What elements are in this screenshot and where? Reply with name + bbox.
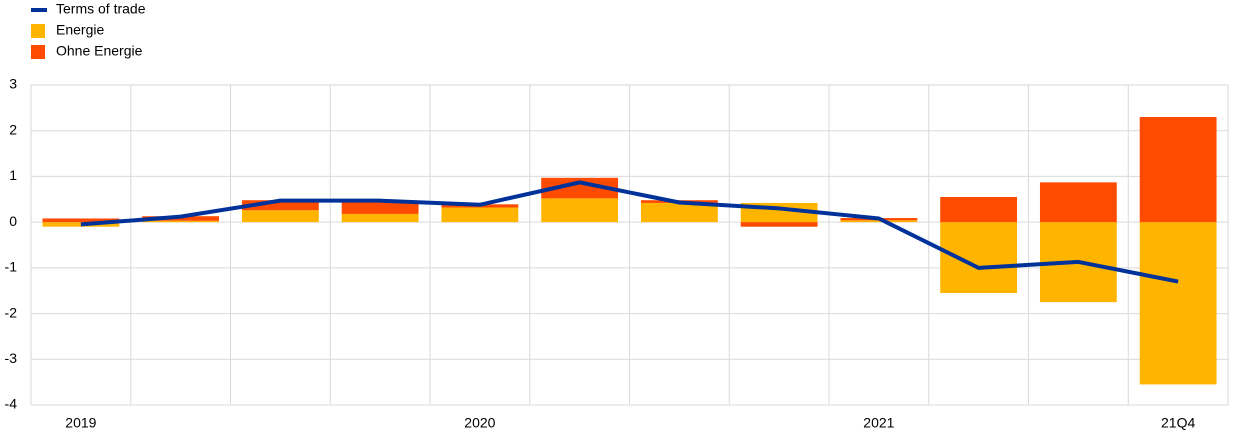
y-tick-label: -4 bbox=[5, 396, 18, 412]
y-tick-label: 2 bbox=[9, 121, 17, 137]
bar bbox=[1139, 222, 1217, 385]
bar bbox=[241, 200, 319, 211]
y-tick-label: -3 bbox=[5, 350, 18, 366]
y-tick-label: -1 bbox=[5, 259, 18, 275]
y-tick-label: 1 bbox=[9, 167, 17, 183]
line bbox=[80, 180, 1179, 284]
bar bbox=[1039, 182, 1117, 223]
x-tick-label: 2020 bbox=[464, 415, 495, 431]
legend-label: Ohne Energie bbox=[56, 43, 143, 59]
y-tick-label: -2 bbox=[5, 304, 18, 320]
bar bbox=[541, 198, 619, 223]
y-tick-label: 0 bbox=[9, 213, 17, 229]
bar bbox=[341, 201, 419, 214]
legend-swatch bbox=[31, 45, 45, 59]
x-tick-label: 2019 bbox=[65, 415, 96, 431]
bar bbox=[740, 222, 818, 227]
x-tick-label: 21Q4 bbox=[1161, 415, 1195, 431]
x-tick-label: 2021 bbox=[863, 415, 894, 431]
bar bbox=[42, 218, 120, 223]
bar bbox=[541, 177, 619, 199]
bar bbox=[940, 222, 1018, 293]
bar bbox=[441, 207, 519, 223]
bar bbox=[940, 197, 1018, 223]
legend-label: Terms of trade bbox=[56, 1, 146, 17]
legend-label: Energie bbox=[56, 22, 104, 38]
bar bbox=[640, 202, 718, 223]
y-tick-label: 3 bbox=[9, 76, 17, 92]
bar bbox=[1139, 117, 1217, 223]
bar bbox=[341, 213, 419, 223]
bar bbox=[142, 220, 220, 223]
legend-swatch bbox=[31, 24, 45, 38]
bar bbox=[840, 220, 918, 223]
bar bbox=[241, 210, 319, 223]
